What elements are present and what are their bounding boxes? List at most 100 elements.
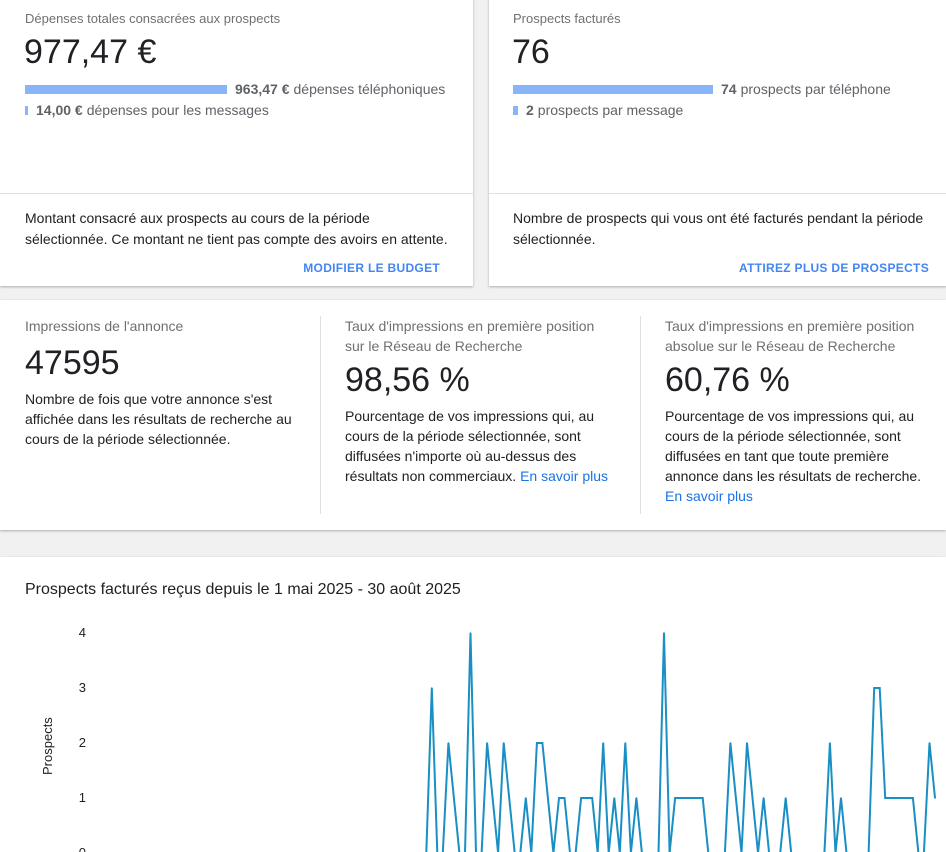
phone-spend-amount: 963,47 €	[235, 81, 290, 97]
data-point	[685, 797, 687, 799]
data-point	[873, 687, 875, 689]
impressions-description: Nombre de fois que votre annonce s'est a…	[25, 391, 292, 447]
data-point	[784, 797, 787, 799]
y-tick-label: 0	[76, 845, 86, 852]
phone-spend-label: dépenses téléphoniques	[293, 81, 446, 97]
data-point	[486, 742, 488, 744]
data-point	[746, 742, 748, 744]
data-point	[558, 797, 560, 799]
data-point	[762, 797, 765, 799]
data-point	[751, 797, 754, 799]
abs-top-impr-desc-text: Pourcentage de vos impressions qui, au c…	[665, 408, 922, 484]
chart-card: Prospects facturés reçus depuis le 1 mai…	[0, 557, 946, 852]
data-point	[536, 742, 538, 744]
data-point	[701, 797, 704, 799]
message-leads-row: 2 prospects par message	[513, 102, 683, 118]
data-point	[447, 742, 450, 744]
get-more-leads-button[interactable]: ATTIREZ PLUS DE PROSPECTS	[739, 261, 929, 275]
leads-card: Prospects facturés 76 74 prospects par t…	[489, 0, 946, 286]
y-tick-label: 2	[78, 735, 86, 750]
data-point	[469, 632, 472, 634]
top-impr-column: Taux d'impressions en première position …	[345, 316, 615, 486]
divider	[489, 193, 946, 194]
data-point	[906, 797, 909, 799]
data-point	[934, 797, 936, 799]
phone-leads-bar	[513, 84, 713, 94]
top-impr-value: 98,56 %	[345, 361, 470, 399]
data-point	[884, 797, 886, 799]
data-point	[901, 797, 903, 799]
abs-top-impr-description: Pourcentage de vos impressions qui, au c…	[665, 406, 927, 506]
data-point	[491, 797, 494, 799]
data-point	[895, 797, 898, 799]
data-point	[525, 797, 527, 799]
data-point	[735, 797, 737, 799]
impressions-label: Impressions de l'annonce	[25, 318, 184, 334]
spend-label: Dépenses totales consacrées aux prospect…	[25, 11, 281, 26]
message-leads-bar	[513, 105, 518, 115]
data-point	[602, 742, 604, 744]
data-point	[591, 797, 593, 799]
prospects-line-chart	[100, 632, 936, 852]
message-spend-row: 14,00 € dépenses pour les messages	[25, 102, 269, 118]
leads-description: Nombre de prospects qui vous ont été fac…	[513, 210, 924, 247]
data-point	[613, 797, 616, 799]
message-spend-bar	[25, 105, 28, 115]
data-point	[878, 687, 881, 689]
y-tick-label: 4	[78, 625, 86, 640]
top-impr-description: Pourcentage de vos impressions qui, au c…	[345, 406, 615, 486]
data-point	[508, 797, 511, 799]
data-point	[663, 632, 665, 634]
data-point	[541, 742, 544, 744]
data-point	[890, 797, 892, 799]
abs-top-impr-column: Taux d'impressions en première position …	[665, 316, 927, 506]
chart-title: Prospects facturés reçus depuis le 1 mai…	[25, 581, 461, 598]
abs-top-impr-label: Taux d'impressions en première position …	[665, 318, 915, 354]
series-line-prospects	[100, 632, 936, 852]
message-spend-amount: 14,00 €	[36, 102, 83, 118]
leads-total: 76	[512, 33, 550, 71]
column-divider	[320, 316, 321, 514]
data-point	[829, 742, 831, 744]
data-point	[912, 797, 914, 799]
data-point	[690, 797, 693, 799]
message-leads-label: prospects par message	[537, 102, 684, 118]
data-point	[585, 797, 588, 799]
spend-description: Montant consacré aux prospects au cours …	[25, 210, 448, 247]
column-divider	[640, 316, 641, 514]
impressions-column: Impressions de l'annonce 47595 Nombre de…	[25, 316, 305, 449]
data-point	[696, 797, 698, 799]
phone-spend-row: 963,47 € dépenses téléphoniques	[25, 81, 445, 97]
phone-leads-count: 74	[721, 81, 737, 97]
data-point	[635, 797, 638, 799]
data-point	[563, 797, 566, 799]
data-point	[840, 797, 842, 799]
divider	[0, 193, 473, 194]
impressions-value: 47595	[25, 344, 120, 382]
learn-more-link[interactable]: En savoir plus	[665, 488, 753, 504]
edit-budget-button[interactable]: MODIFIER LE BUDGET	[303, 261, 440, 275]
data-point	[729, 742, 732, 744]
data-point	[502, 742, 505, 744]
abs-top-impr-value: 60,76 %	[665, 361, 790, 399]
top-impr-label: Taux d'impressions en première position …	[345, 318, 595, 354]
learn-more-link[interactable]: En savoir plus	[520, 468, 609, 484]
phone-leads-label: prospects par téléphone	[740, 81, 891, 97]
data-point	[928, 742, 931, 744]
data-point	[453, 797, 455, 799]
data-point	[624, 742, 627, 744]
spend-total: 977,47 €	[24, 33, 157, 71]
message-spend-label: dépenses pour les messages	[86, 102, 269, 118]
data-point	[679, 797, 682, 799]
message-leads-count: 2	[526, 102, 534, 118]
data-point	[547, 797, 549, 799]
data-point	[580, 797, 582, 799]
phone-spend-bar	[25, 84, 227, 94]
y-tick-label: 3	[78, 680, 86, 695]
top-impr-desc-text: Pourcentage de vos impressions qui, au c…	[345, 408, 595, 484]
spend-card: Dépenses totales consacrées aux prospect…	[0, 0, 473, 286]
data-point	[431, 687, 433, 689]
data-point	[674, 797, 676, 799]
impressions-card: Impressions de l'annonce 47595 Nombre de…	[0, 300, 946, 530]
y-tick-label: 1	[78, 790, 86, 805]
